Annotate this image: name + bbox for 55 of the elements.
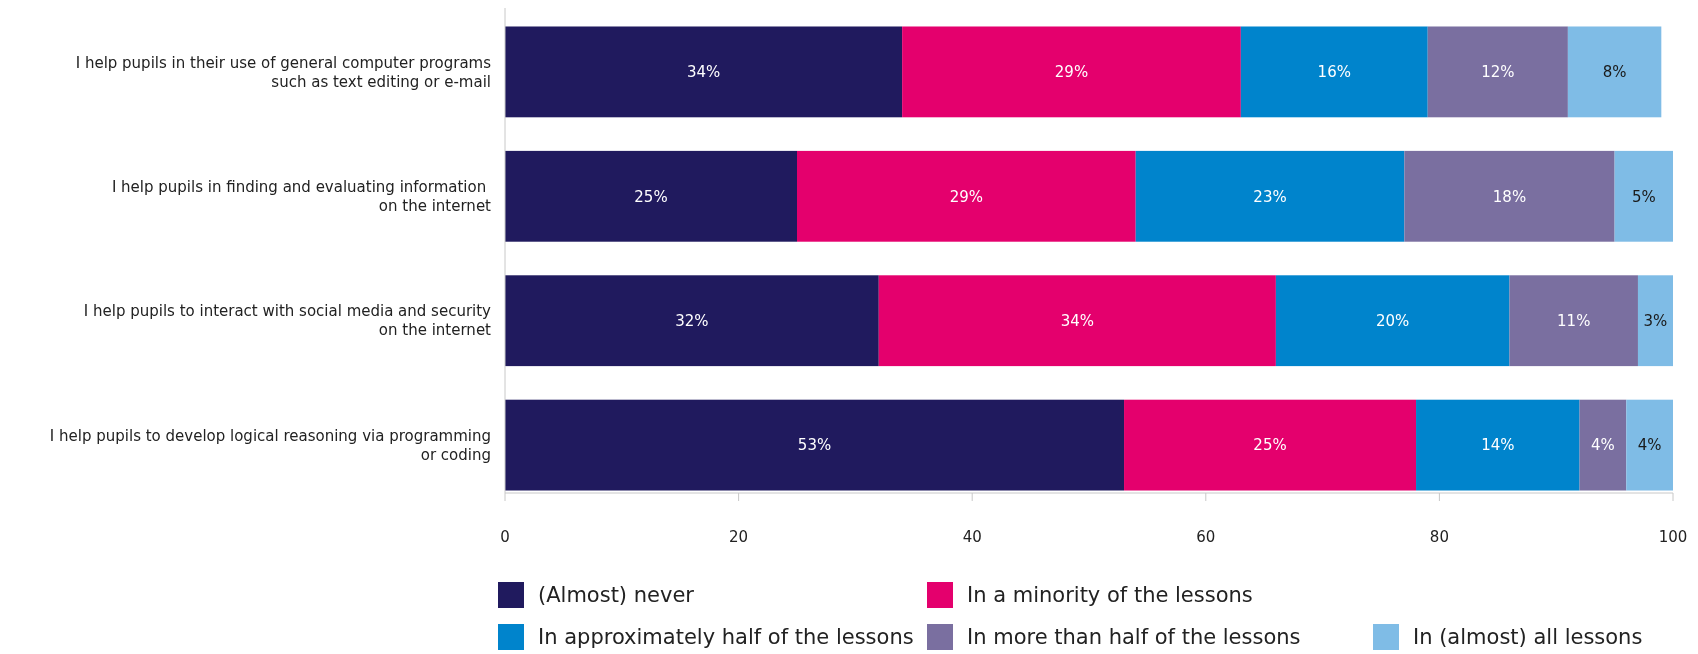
bar	[1416, 399, 1580, 491]
data-label: 34%	[1060, 311, 1094, 330]
bar	[1567, 26, 1662, 118]
data-label: 8%	[1602, 63, 1627, 82]
data-label: 25%	[634, 187, 668, 206]
data-label: 20%	[1376, 311, 1410, 330]
bar	[878, 275, 1276, 367]
bar	[1135, 150, 1405, 242]
legend-label: In a minority of the lessons	[967, 583, 1253, 608]
bar	[1509, 275, 1638, 367]
bar	[1124, 399, 1417, 491]
legend-label: In more than half of the lessons	[967, 625, 1301, 650]
bar	[1614, 150, 1673, 242]
data-label: 4%	[1591, 436, 1615, 455]
bar	[505, 150, 797, 242]
bar	[505, 399, 1125, 491]
data-label: 25%	[1253, 436, 1287, 455]
x-tick-label: 0	[500, 528, 510, 546]
data-label: 23%	[1253, 187, 1287, 206]
data-label: 16%	[1317, 63, 1351, 82]
y-tick-label: I help pupils in finding and evaluating information on the internet	[111, 178, 492, 216]
data-label: 18%	[1492, 187, 1527, 206]
data-label: 5%	[1631, 187, 1656, 206]
data-label: 29%	[1054, 63, 1089, 82]
data-label: 4%	[1637, 436, 1662, 455]
x-tick-label: 60	[1196, 528, 1216, 546]
data-label: 14%	[1481, 436, 1515, 455]
bar	[505, 26, 903, 118]
bar	[505, 275, 879, 367]
data-label: 11%	[1557, 311, 1591, 330]
bar	[1637, 275, 1673, 367]
x-tick-label: 40	[962, 528, 982, 546]
data-label: 32%	[675, 311, 709, 330]
bar	[797, 150, 1136, 242]
bar	[1427, 26, 1568, 118]
data-label: 12%	[1481, 63, 1515, 82]
data-label: 53%	[797, 436, 832, 455]
bar	[1626, 399, 1673, 491]
bar	[1240, 26, 1428, 118]
x-tick-label: 20	[729, 528, 749, 546]
x-tick-label: 100	[1658, 528, 1688, 546]
data-label: 34%	[686, 63, 721, 82]
bar	[1404, 150, 1615, 242]
data-label: 3%	[1643, 311, 1668, 330]
y-tick-label: I help pupils to develop logical reasoning via programming or coding	[49, 426, 491, 464]
y-tick-label: I help pupils in their use of general computer programs such as text editing or e-mail	[75, 53, 492, 91]
bar	[1275, 275, 1510, 367]
bar	[1579, 399, 1627, 491]
legend-label: In approximately half of the lessons	[538, 625, 914, 650]
legend-label: In (almost) all lessons	[1413, 625, 1643, 650]
legend-label: (Almost) never	[538, 583, 695, 608]
bar	[902, 26, 1241, 118]
x-tick-label: 80	[1429, 528, 1449, 546]
y-tick-label: I help pupils to interact with social media and security on the internet	[83, 302, 492, 340]
data-label: 29%	[949, 187, 984, 206]
